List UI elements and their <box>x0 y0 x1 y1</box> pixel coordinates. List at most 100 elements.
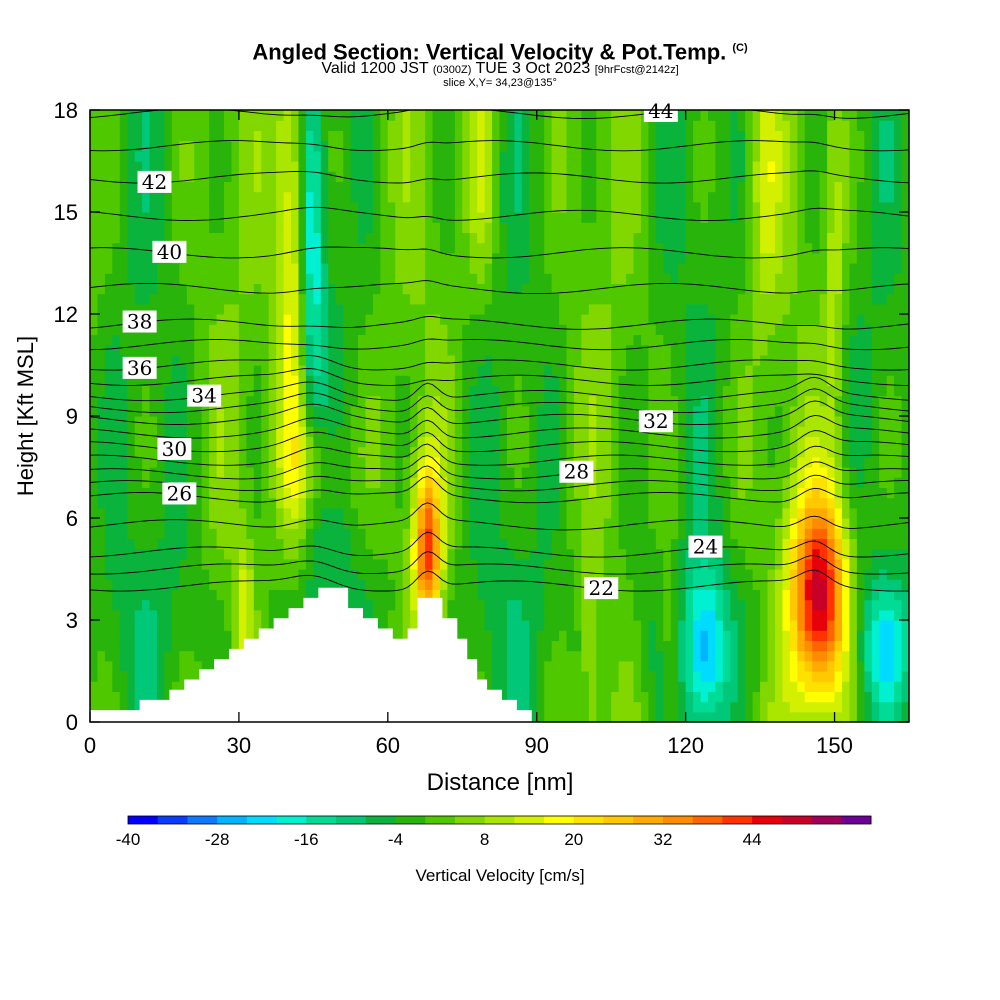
velocity-cell <box>454 385 463 397</box>
velocity-cell <box>305 232 314 244</box>
velocity-cell <box>536 191 545 203</box>
velocity-cell <box>707 691 717 703</box>
velocity-cell <box>164 507 173 519</box>
velocity-cell <box>305 467 314 478</box>
velocity-cell <box>559 242 568 254</box>
velocity-cell <box>693 303 702 315</box>
velocity-cell <box>291 569 300 580</box>
velocity-cell <box>492 191 501 203</box>
velocity-cell <box>633 273 642 284</box>
velocity-cell <box>268 303 277 315</box>
velocity-cell <box>439 487 448 499</box>
velocity-cell <box>402 293 411 305</box>
velocity-cell <box>104 375 113 386</box>
velocity-cell <box>350 436 359 448</box>
velocity-cell <box>313 589 322 601</box>
velocity-cell <box>492 385 501 397</box>
velocity-cell <box>559 548 568 560</box>
velocity-cell <box>343 181 352 193</box>
velocity-cell <box>410 303 419 315</box>
velocity-cell <box>529 150 538 162</box>
velocity-cell <box>410 171 419 182</box>
velocity-cell <box>328 263 337 274</box>
velocity-cell <box>380 263 389 274</box>
velocity-cell <box>425 120 434 131</box>
velocity-cell <box>700 650 709 662</box>
velocity-cell <box>596 558 605 570</box>
velocity-cell <box>157 467 166 478</box>
velocity-cell <box>566 589 575 601</box>
velocity-cell <box>506 324 515 335</box>
velocity-cell <box>566 232 575 244</box>
velocity-cell <box>581 120 590 131</box>
velocity-cell <box>291 518 300 529</box>
velocity-cell <box>506 660 515 672</box>
velocity-cell <box>343 426 352 437</box>
velocity-cell <box>573 548 582 560</box>
velocity-cell <box>439 110 448 121</box>
velocity-cell <box>209 538 218 550</box>
velocity-cell <box>231 609 240 621</box>
velocity-cell <box>358 528 367 539</box>
velocity-cell <box>298 446 307 458</box>
velocity-cell <box>157 110 166 121</box>
velocity-cell <box>261 436 270 448</box>
velocity-cell <box>454 161 463 172</box>
velocity-cell <box>216 518 225 529</box>
velocity-cell <box>462 416 471 427</box>
velocity-cell <box>335 334 344 346</box>
velocity-cell <box>626 558 635 570</box>
velocity-cell <box>283 365 292 376</box>
velocity-cell <box>566 599 575 611</box>
velocity-cell <box>335 477 344 488</box>
velocity-cell <box>544 201 553 213</box>
velocity-cell <box>238 609 247 621</box>
velocity-cell <box>395 518 404 529</box>
velocity-cell <box>588 150 597 162</box>
velocity-cell <box>305 405 314 417</box>
velocity-cell <box>581 528 590 539</box>
velocity-cell <box>633 110 642 121</box>
velocity-cell <box>588 181 597 193</box>
velocity-cell <box>112 354 121 366</box>
velocity-cell <box>201 548 210 560</box>
velocity-cell <box>693 599 702 611</box>
velocity-cell <box>253 191 262 203</box>
velocity-cell <box>350 242 359 254</box>
velocity-cell <box>343 569 352 580</box>
velocity-cell <box>157 518 166 529</box>
velocity-cell <box>328 293 337 305</box>
velocity-cell <box>365 283 374 295</box>
velocity-cell <box>544 161 553 172</box>
velocity-cell <box>685 456 694 468</box>
velocity-cell <box>469 273 478 284</box>
velocity-cell <box>700 467 709 478</box>
velocity-cell <box>134 222 143 233</box>
velocity-cell <box>618 660 627 672</box>
velocity-cell <box>231 456 240 468</box>
velocity-cell <box>700 110 709 121</box>
velocity-cell <box>566 150 575 162</box>
velocity-cell <box>216 242 225 254</box>
velocity-cell <box>305 293 314 305</box>
velocity-cell <box>350 456 359 468</box>
velocity-cell <box>298 303 307 315</box>
velocity-cell <box>596 711 605 722</box>
velocity-cell <box>477 130 486 142</box>
velocity-cell <box>566 344 575 356</box>
velocity-cell <box>447 569 456 580</box>
velocity-cell <box>492 263 501 274</box>
velocity-cell <box>603 150 612 162</box>
velocity-cell <box>678 671 687 682</box>
velocity-cell <box>536 334 545 346</box>
velocity-cell <box>90 416 99 427</box>
velocity-cell <box>90 630 99 641</box>
velocity-cell <box>134 273 143 284</box>
velocity-cell <box>209 365 218 376</box>
velocity-cell <box>387 528 396 539</box>
velocity-cell <box>670 538 679 550</box>
velocity-cell <box>626 263 635 274</box>
velocity-cell <box>253 538 262 550</box>
velocity-cell <box>655 660 664 672</box>
velocity-cell <box>186 456 195 468</box>
